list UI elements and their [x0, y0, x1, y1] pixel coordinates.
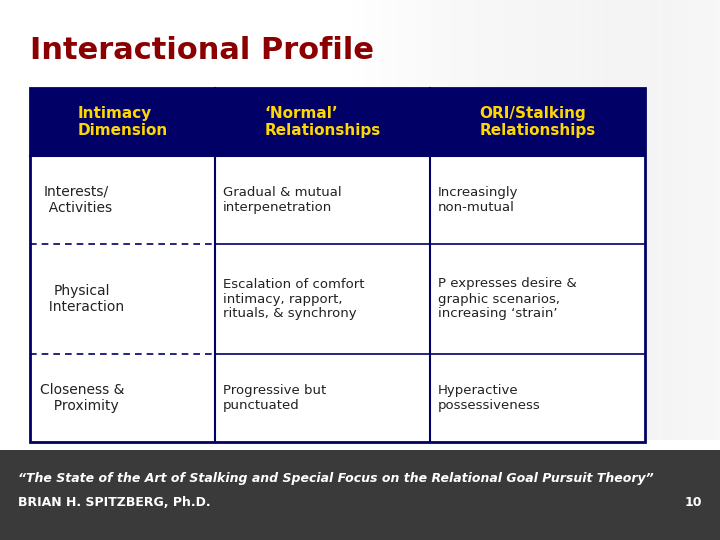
Text: Increasingly
non-mutual: Increasingly non-mutual	[438, 186, 518, 214]
Text: ‘Normal’
Relationships: ‘Normal’ Relationships	[264, 106, 381, 138]
Text: Escalation of comfort
intimacy, rapport,
rituals, & synchrony: Escalation of comfort intimacy, rapport,…	[223, 278, 364, 321]
Text: Progressive but
punctuated: Progressive but punctuated	[223, 384, 326, 412]
Text: Hyperactive
possessiveness: Hyperactive possessiveness	[438, 384, 541, 412]
Text: Gradual & mutual
interpenetration: Gradual & mutual interpenetration	[223, 186, 341, 214]
Text: Interests/
  Activities: Interests/ Activities	[40, 185, 112, 215]
Bar	[30, 88, 645, 156]
Text: ORI/Stalking
Relationships: ORI/Stalking Relationships	[480, 106, 595, 138]
Bar	[30, 88, 645, 442]
Text: 10: 10	[685, 496, 702, 509]
Text: BRIAN H. SPITZBERG, Ph.D.: BRIAN H. SPITZBERG, Ph.D.	[18, 496, 211, 509]
Bar	[0, 450, 720, 540]
Text: Physical
  Interaction: Physical Interaction	[40, 284, 124, 314]
Text: Closeness &
  Proximity: Closeness & Proximity	[40, 383, 125, 413]
Text: “The State of the Art of Stalking and Special Focus on the Relational Goal Pursu: “The State of the Art of Stalking and Sp…	[18, 472, 654, 485]
Text: Intimacy
Dimension: Intimacy Dimension	[77, 106, 168, 138]
Text: P expresses desire &
graphic scenarios,
increasing ‘strain’: P expresses desire & graphic scenarios, …	[438, 278, 577, 321]
Text: Interactional Profile: Interactional Profile	[30, 36, 374, 65]
